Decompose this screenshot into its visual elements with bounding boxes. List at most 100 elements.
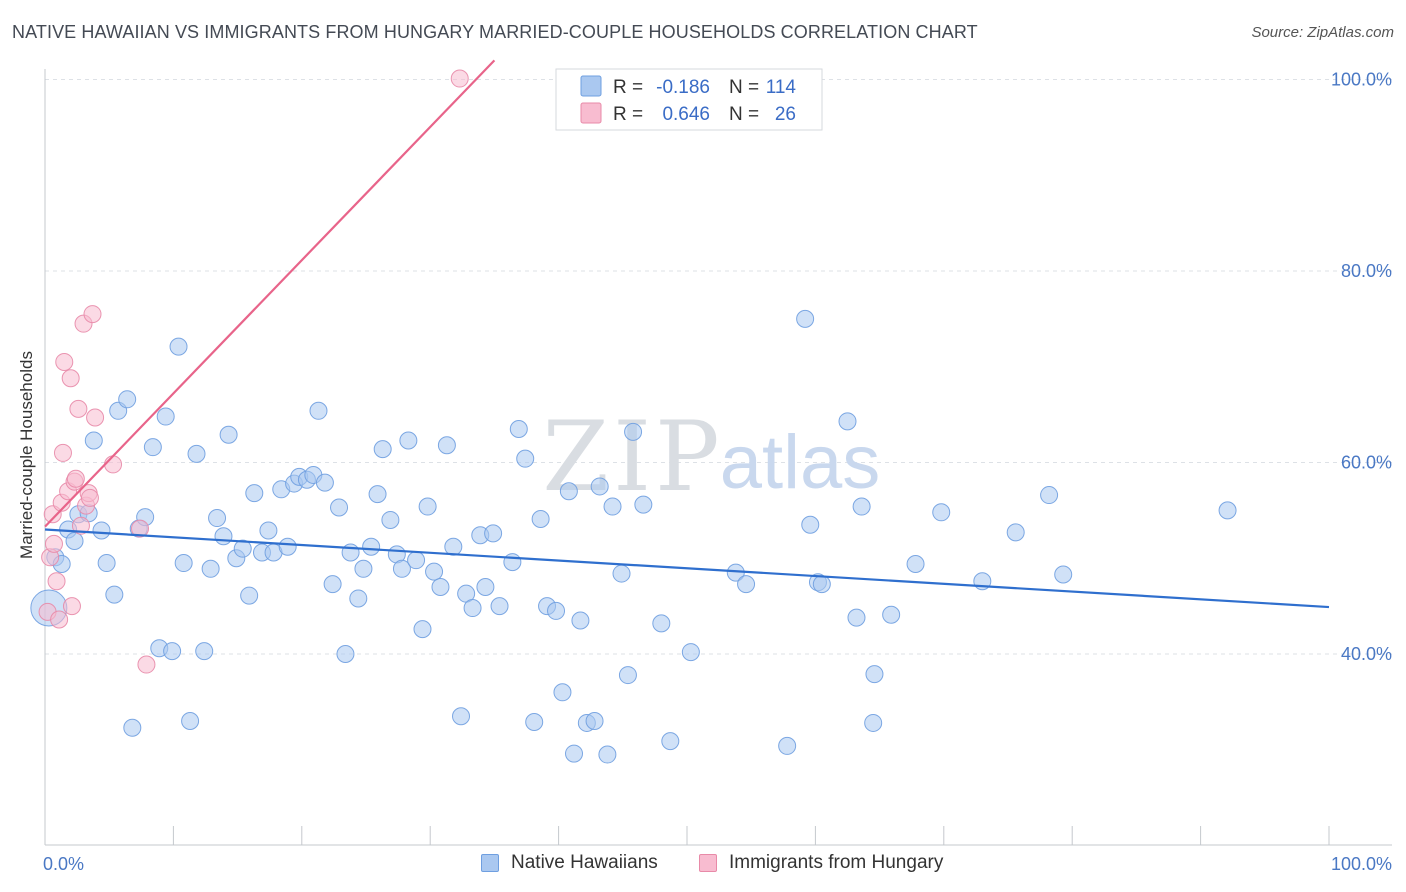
y-tick-labels: 40.0% 60.0% 80.0% 100.0% bbox=[1331, 70, 1392, 665]
data-point bbox=[634, 495, 653, 514]
legend-r-value-pink: 0.646 bbox=[662, 104, 710, 125]
data-point bbox=[1040, 486, 1059, 505]
gridlines bbox=[45, 79, 1392, 655]
data-point bbox=[381, 510, 400, 529]
legend-n-value-pink: 26 bbox=[775, 104, 796, 125]
data-point bbox=[131, 519, 150, 538]
watermark: ZIP atlas bbox=[542, 401, 880, 513]
data-point bbox=[219, 425, 238, 444]
data-point bbox=[105, 585, 124, 604]
data-point bbox=[123, 718, 142, 737]
data-point bbox=[516, 449, 535, 468]
y-tick-label: 100.0% bbox=[1331, 70, 1392, 90]
data-point bbox=[553, 683, 572, 702]
data-point bbox=[309, 401, 328, 420]
data-point bbox=[86, 408, 105, 427]
data-point bbox=[80, 488, 99, 507]
data-point bbox=[852, 497, 871, 516]
data-point bbox=[838, 412, 857, 431]
x-tick-label: 100.0% bbox=[1331, 854, 1392, 874]
legend-swatch-native-hawaiians bbox=[481, 854, 499, 872]
data-point bbox=[362, 537, 381, 556]
data-point bbox=[233, 539, 252, 558]
data-point bbox=[864, 713, 883, 732]
data-point bbox=[476, 577, 495, 596]
data-point bbox=[214, 527, 233, 546]
data-point bbox=[407, 551, 426, 570]
data-point bbox=[882, 605, 901, 624]
legend-r-value-blue: -0.186 bbox=[656, 77, 710, 98]
legend-r-label-blue: R = bbox=[613, 77, 643, 98]
data-point bbox=[612, 564, 631, 583]
trend-line-blue bbox=[44, 528, 1330, 609]
legend-swatch-blue bbox=[580, 75, 602, 97]
data-point bbox=[330, 498, 349, 517]
data-point bbox=[603, 497, 622, 516]
watermark-atlas: atlas bbox=[720, 420, 881, 505]
data-point bbox=[143, 438, 162, 457]
legend-swatch-immigrants-from-hungary bbox=[699, 854, 717, 872]
data-point bbox=[559, 482, 578, 501]
data-point bbox=[812, 575, 831, 594]
data-point bbox=[181, 712, 200, 731]
trend-lines bbox=[44, 59, 1330, 609]
data-point bbox=[84, 431, 103, 450]
chart-title: NATIVE HAWAIIAN VS IMMIGRANTS FROM HUNGA… bbox=[12, 22, 978, 42]
data-point bbox=[118, 390, 137, 409]
legend-n-value-blue: 114 bbox=[766, 77, 797, 98]
data-point bbox=[490, 597, 509, 616]
trend-line-pink bbox=[44, 59, 496, 528]
data-point bbox=[906, 554, 925, 573]
data-point bbox=[618, 666, 637, 685]
data-point bbox=[399, 431, 418, 450]
legend-label-native-hawaiians: Native Hawaiians bbox=[511, 852, 658, 873]
legend-r-label-pink: R = bbox=[613, 104, 643, 125]
data-point bbox=[245, 484, 264, 503]
axes bbox=[44, 69, 1392, 846]
data-point bbox=[62, 597, 81, 616]
data-point bbox=[66, 469, 85, 488]
data-point bbox=[336, 645, 355, 663]
data-point bbox=[174, 554, 193, 573]
data-point bbox=[315, 473, 334, 492]
data-point bbox=[661, 732, 680, 751]
data-point bbox=[452, 707, 471, 726]
data-point bbox=[431, 577, 450, 596]
data-point bbox=[450, 69, 469, 88]
x-tick-labels: 0.0% 100.0% bbox=[43, 854, 1392, 874]
data-point bbox=[444, 537, 463, 556]
data-point bbox=[681, 643, 700, 662]
data-point bbox=[565, 744, 584, 763]
data-point bbox=[418, 497, 437, 516]
data-point bbox=[796, 309, 815, 328]
data-point bbox=[156, 407, 175, 426]
data-point bbox=[373, 440, 392, 459]
data-point bbox=[571, 611, 590, 630]
data-point bbox=[71, 516, 90, 535]
data-point bbox=[413, 620, 432, 639]
data-point bbox=[737, 575, 756, 594]
data-point bbox=[163, 642, 182, 661]
data-point bbox=[392, 559, 411, 578]
data-point bbox=[932, 503, 951, 522]
data-point bbox=[503, 553, 522, 572]
data-point bbox=[55, 352, 74, 371]
data-point bbox=[169, 337, 188, 356]
data-point bbox=[484, 524, 503, 543]
y-tick-label: 60.0% bbox=[1341, 453, 1392, 473]
series-legend: Native Hawaiians Immigrants from Hungary bbox=[0, 852, 1406, 878]
legend-n-label-pink: N = bbox=[729, 104, 759, 125]
data-point bbox=[259, 521, 278, 540]
data-point bbox=[278, 537, 297, 556]
data-point bbox=[323, 575, 342, 594]
x-tick-label: 0.0% bbox=[43, 854, 84, 874]
data-point bbox=[61, 369, 80, 388]
legend-swatch-pink bbox=[580, 102, 602, 124]
data-point bbox=[1054, 565, 1073, 584]
data-point bbox=[1006, 523, 1025, 542]
data-point bbox=[208, 509, 227, 528]
legend-label-immigrants-from-hungary: Immigrants from Hungary bbox=[729, 852, 944, 873]
data-point bbox=[53, 443, 72, 462]
data-point bbox=[531, 509, 550, 528]
